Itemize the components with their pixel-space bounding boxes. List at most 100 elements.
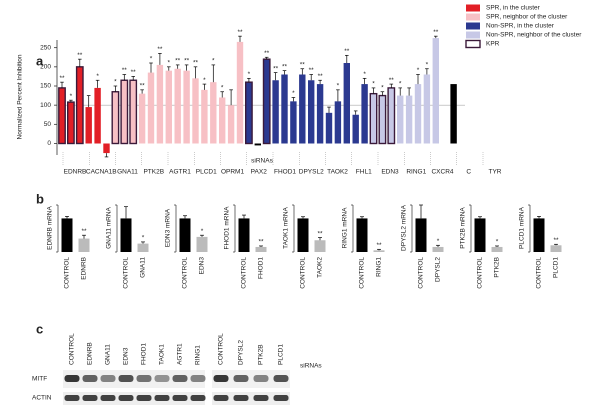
blot-frame: [63, 392, 205, 405]
y-axis-label: PTK2B mRNA: [460, 207, 467, 249]
significance: **: [282, 63, 288, 70]
bar: [196, 236, 208, 252]
bar: [387, 87, 396, 145]
mitf-band: [136, 375, 152, 382]
bar: [179, 218, 191, 252]
x-tick-label: CONTROL: [241, 257, 248, 289]
significance: *: [417, 67, 420, 74]
x-tick-label: CONTROL: [123, 257, 130, 289]
bar: [325, 112, 333, 144]
blot-frame: [63, 370, 205, 388]
x-tick-label: PTK2B: [494, 257, 501, 278]
lane-label: AGTR1: [177, 343, 184, 365]
x-group-label: PTK2B: [143, 169, 164, 176]
actin-band: [82, 395, 98, 401]
bar: [244, 81, 253, 145]
legend-swatch: [466, 13, 480, 21]
x-tick-label: EDN3: [199, 257, 206, 275]
bar: [129, 79, 138, 145]
significance: **: [77, 52, 83, 59]
x-tick-label: CONTROL: [418, 257, 425, 289]
significance: **: [122, 67, 128, 74]
x-tick-label: DPYSL2: [435, 257, 442, 282]
mitf-band: [172, 375, 188, 382]
bar: [66, 101, 75, 145]
y-axis-label: EDNRB mRNA: [47, 205, 54, 249]
y-axis-label: FHOD1 mRNA: [224, 206, 231, 250]
bar: [356, 218, 368, 252]
significance: **: [553, 237, 559, 244]
lane-label: EDN3: [123, 347, 130, 365]
significance: **: [59, 75, 65, 82]
actin-band: [190, 395, 206, 401]
x-tick-label: CONTROL: [359, 257, 366, 289]
mitf-band: [273, 375, 289, 382]
x-group-label: CXCR4: [431, 169, 453, 176]
bar: [85, 107, 92, 144]
significance: *: [372, 81, 375, 88]
bar: [219, 97, 226, 144]
bar: [94, 87, 101, 144]
y-tick-label: 150: [40, 83, 51, 90]
bar: [352, 114, 359, 144]
x-group-label: TYR: [489, 169, 502, 176]
y-tick-label: 50: [44, 121, 52, 128]
bar: [297, 218, 309, 252]
bar: [210, 82, 217, 144]
legend-label: KPR: [486, 41, 500, 48]
significance: *: [426, 61, 429, 68]
significance: **: [140, 83, 146, 90]
x-tick-label: CONTROL: [182, 257, 189, 289]
significance: *: [203, 77, 206, 84]
lane-label: EDNRB: [87, 342, 94, 365]
significance: **: [318, 73, 324, 80]
significance: *: [70, 93, 73, 100]
bar: [147, 72, 155, 144]
y-axis-label: DPYSL2 mRNA: [401, 204, 408, 251]
actin-band: [253, 395, 269, 401]
legend-swatch: [465, 39, 481, 49]
significance: *: [292, 90, 295, 97]
mitf-band: [154, 375, 170, 382]
y-tick-label: 0: [47, 140, 51, 147]
significance: *: [363, 71, 366, 78]
bar: [405, 95, 413, 144]
bar: [201, 89, 208, 144]
x-tick-label: EDNRB: [81, 257, 88, 280]
mitf-band: [82, 375, 98, 382]
lane-label: TAOK1: [159, 344, 166, 365]
bar: [491, 246, 503, 252]
significance: **: [344, 48, 350, 55]
mitf-band: [190, 375, 206, 382]
lane-label: GNA11: [105, 344, 112, 365]
significance: *: [248, 71, 251, 78]
significance: *: [201, 228, 204, 235]
actin-band: [136, 395, 152, 401]
lane-label: FHOD1: [141, 343, 148, 365]
x-group-label: C: [466, 169, 471, 176]
x-group-label: FHL1: [356, 169, 372, 176]
x-axis-label: siRNAs: [251, 158, 273, 165]
bar: [373, 250, 385, 252]
x-group-label: EDNRB: [64, 169, 87, 176]
x-tick-label: GNA11: [140, 257, 147, 278]
panel-label: b: [36, 191, 44, 206]
significance: **: [81, 228, 87, 235]
significance: **: [131, 69, 137, 76]
x-group-label: DPYSL2: [299, 169, 324, 176]
x-tick-label: CONTROL: [536, 257, 543, 289]
bar: [397, 95, 404, 144]
mitf-band: [100, 375, 116, 382]
bar: [290, 101, 297, 144]
bar: [75, 66, 84, 145]
bar: [415, 218, 427, 252]
significance: **: [157, 46, 163, 53]
x-tick-label: RING1: [376, 257, 383, 277]
bar: [58, 87, 66, 145]
blot-frame: [212, 392, 290, 405]
bar: [254, 143, 261, 146]
bar: [369, 92, 378, 145]
significance: *: [496, 239, 499, 246]
x-tick-label: CONTROL: [300, 257, 307, 289]
bar: [281, 74, 288, 144]
